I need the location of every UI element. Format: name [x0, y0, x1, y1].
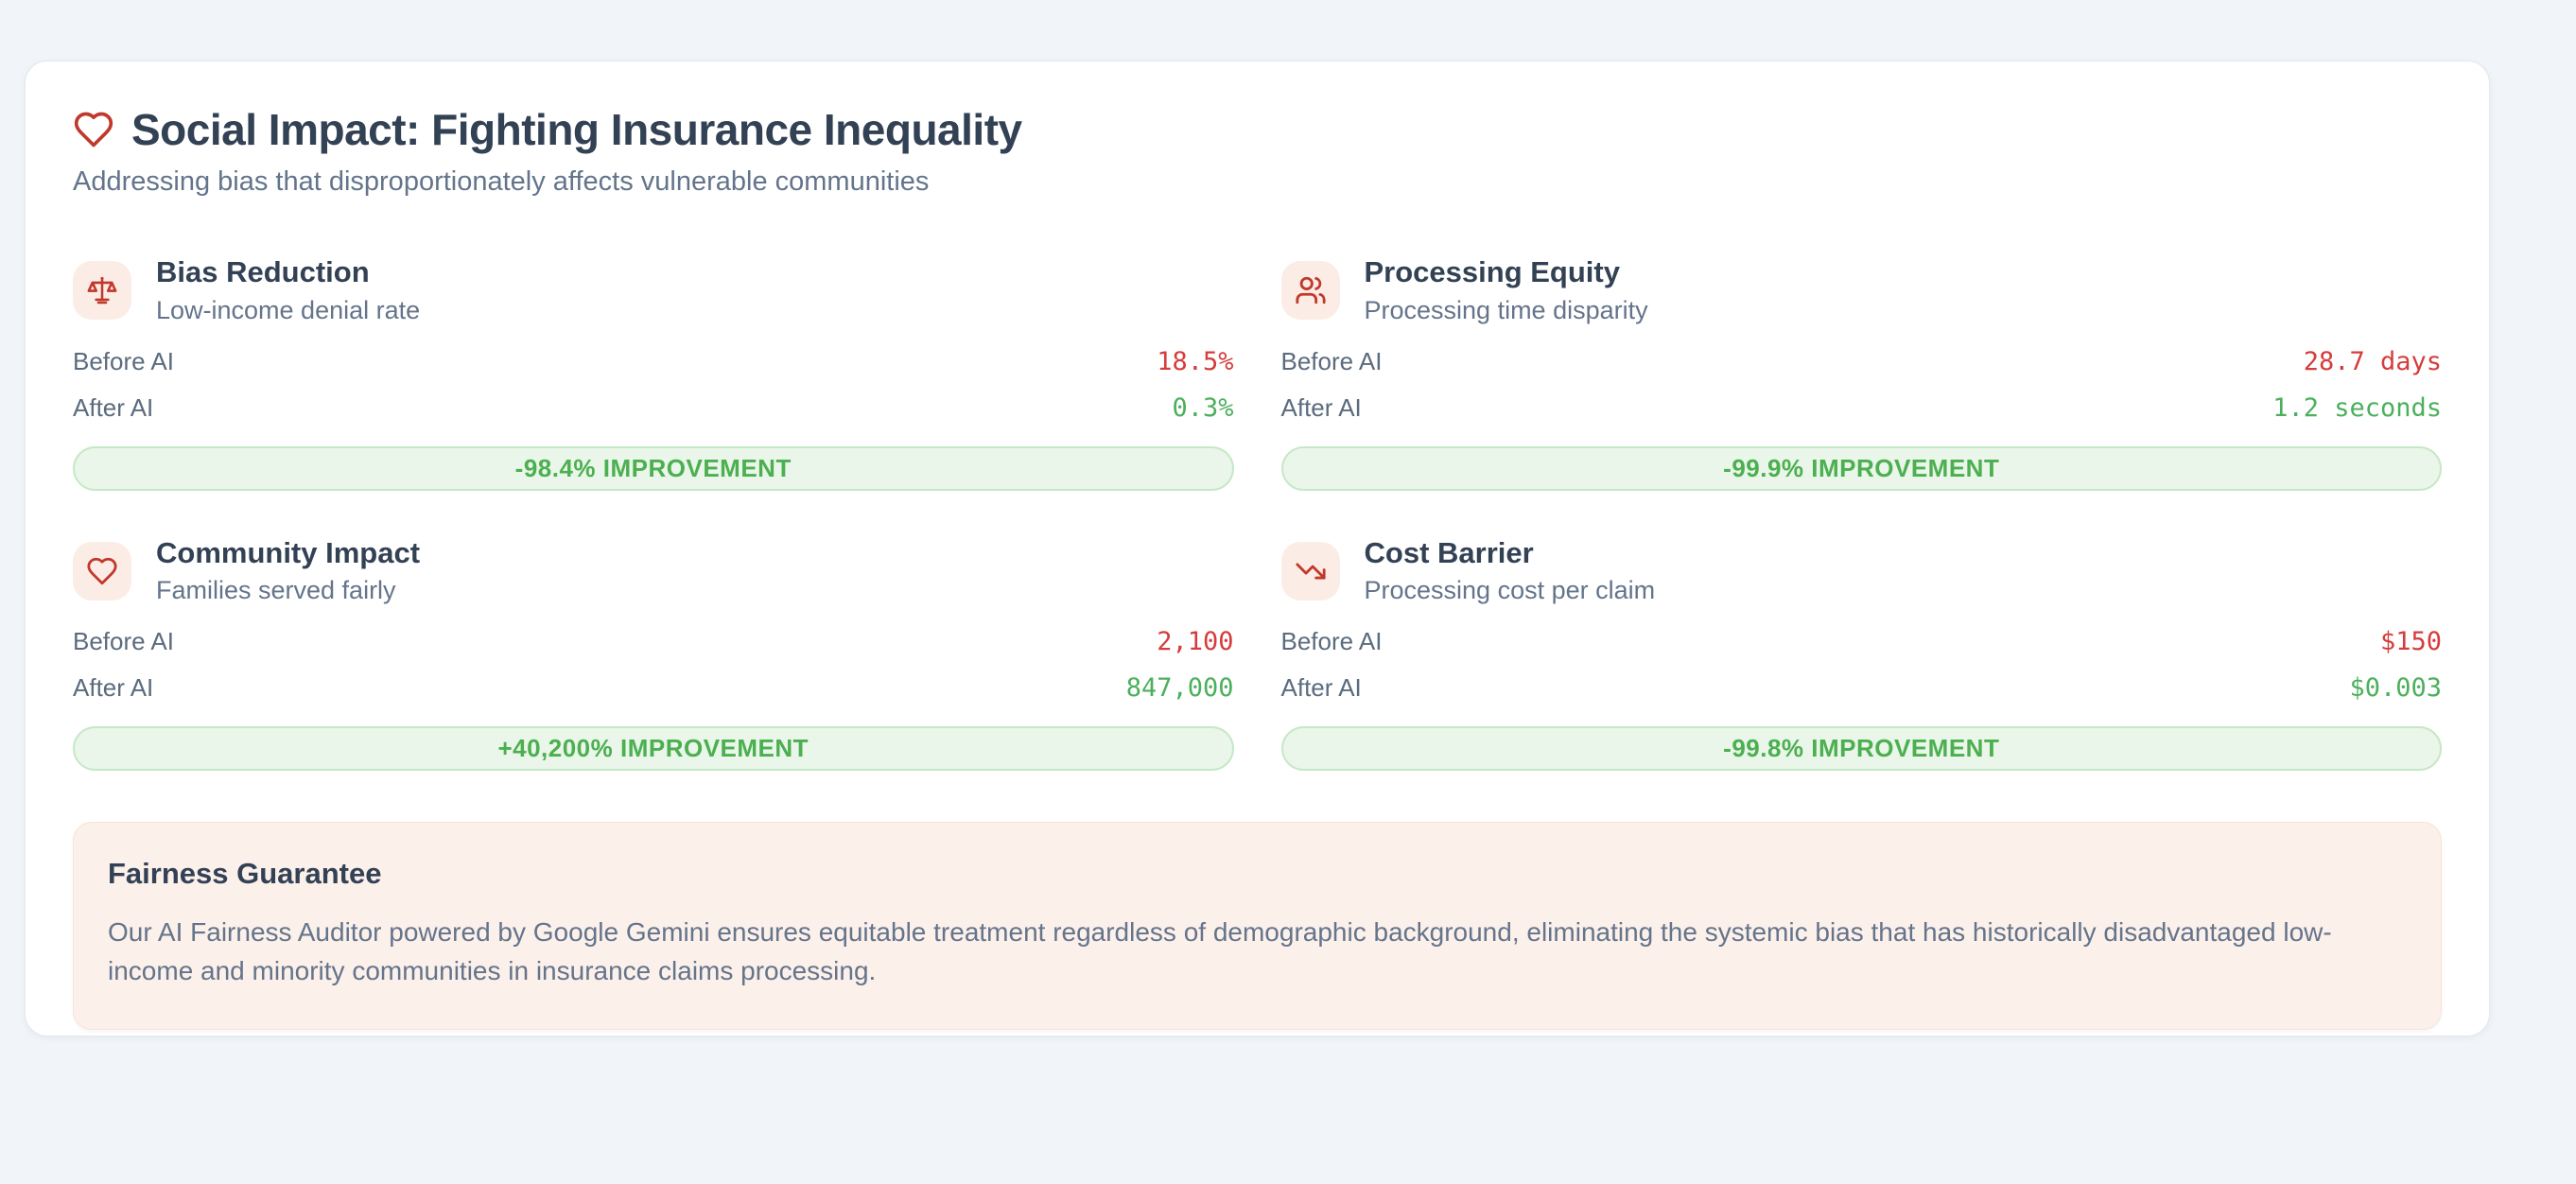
after-ai-value: 847,000	[1125, 673, 1234, 704]
before-ai-label: Before AI	[1280, 627, 1383, 656]
users-icon	[1280, 260, 1340, 320]
metric-title: Bias Reduction	[156, 255, 370, 289]
metric-rows: Before AI 2,100 After AI 847,000	[73, 618, 1234, 711]
before-ai-label: Before AI	[73, 346, 174, 375]
metric-card-bias-reduction: Bias Reduction Low-income denial rate Be…	[73, 255, 1234, 491]
after-ai-label: After AI	[1280, 673, 1362, 703]
metric-subtitle: Processing time disparity	[1364, 295, 1648, 324]
after-ai-label: After AI	[73, 392, 154, 422]
before-ai-value: 18.5%	[1157, 346, 1234, 376]
metric-header: Processing Equity Processing time dispar…	[1280, 255, 2443, 325]
social-impact-panel: Social Impact: Fighting Insurance Inequa…	[25, 61, 2490, 1036]
after-ai-value: 1.2 seconds	[2272, 392, 2442, 423]
before-ai-row: Before AI 28.7 days	[1281, 339, 2443, 385]
improvement-badge: -99.8% IMPROVEMENT	[1280, 726, 2442, 772]
metric-title: Processing Equity	[1364, 255, 1620, 289]
metric-rows: Before AI 28.7 days After AI 1.2 seconds	[1281, 339, 2443, 431]
metric-subtitle: Low-income denial rate	[156, 295, 421, 324]
before-ai-value: $150	[2379, 627, 2442, 657]
metric-card-cost-barrier: Cost Barrier Processing cost per claim B…	[1280, 536, 2443, 772]
improvement-badge: +40,200% IMPROVEMENT	[73, 726, 1234, 772]
metric-rows: Before AI $150 After AI $0.003	[1281, 618, 2443, 711]
heart-icon	[73, 541, 131, 601]
panel-header: Social Impact: Fighting Insurance Inequa…	[73, 107, 2442, 152]
heart-icon	[74, 112, 113, 148]
metric-header: Cost Barrier Processing cost per claim	[1280, 536, 2443, 606]
metric-title: Community Impact	[156, 535, 421, 569]
metric-header: Bias Reduction Low-income denial rate	[73, 255, 1234, 325]
metric-header-text: Cost Barrier Processing cost per claim	[1365, 536, 1656, 606]
metric-card-community-impact: Community Impact Families served fairly …	[73, 536, 1234, 772]
metric-card-processing-equity: Processing Equity Processing time dispar…	[1280, 255, 2443, 491]
before-ai-label: Before AI	[1280, 346, 1383, 375]
after-ai-label: After AI	[73, 673, 154, 703]
fairness-guarantee-title: Fairness Guarantee	[108, 857, 382, 891]
after-ai-value: $0.003	[2349, 673, 2442, 704]
before-ai-row: Before AI 18.5%	[73, 339, 1234, 385]
trending-down-icon	[1280, 541, 1340, 601]
metric-title: Cost Barrier	[1364, 535, 1534, 569]
improvement-badge: -99.9% IMPROVEMENT	[1280, 445, 2442, 491]
after-ai-label: After AI	[1280, 392, 1362, 422]
metric-header-text: Bias Reduction Low-income denial rate	[156, 255, 420, 325]
after-ai-row: After AI $0.003	[1281, 665, 2443, 711]
page-subtitle: Addressing bias that disproportionately …	[73, 166, 930, 198]
improvement-badge: -98.4% IMPROVEMENT	[73, 445, 1234, 491]
scale-icon	[73, 260, 131, 320]
fairness-guarantee-box: Fairness Guarantee Our AI Fairness Audit…	[73, 822, 2442, 1030]
metric-subtitle: Families served fairly	[156, 576, 396, 605]
metric-rows: Before AI 18.5% After AI 0.3%	[73, 339, 1234, 431]
before-ai-value: 28.7 days	[2303, 346, 2442, 376]
after-ai-value: 0.3%	[1172, 392, 1234, 423]
metric-header-text: Community Impact Families served fairly	[156, 536, 420, 606]
metric-header: Community Impact Families served fairly	[73, 536, 1234, 606]
metric-header-text: Processing Equity Processing time dispar…	[1365, 255, 1648, 325]
metrics-grid: Bias Reduction Low-income denial rate Be…	[73, 255, 2443, 772]
page-title: Social Impact: Fighting Insurance Inequa…	[131, 105, 1022, 154]
before-ai-row: Before AI 2,100	[73, 618, 1234, 665]
before-ai-label: Before AI	[73, 627, 174, 656]
after-ai-row: After AI 847,000	[73, 665, 1234, 711]
before-ai-value: 2,100	[1157, 627, 1234, 657]
after-ai-row: After AI 1.2 seconds	[1281, 385, 2443, 431]
fairness-guarantee-body: Our AI Fairness Auditor powered by Googl…	[108, 917, 2332, 986]
before-ai-row: Before AI $150	[1281, 618, 2443, 665]
metric-subtitle: Processing cost per claim	[1364, 576, 1656, 605]
after-ai-row: After AI 0.3%	[73, 385, 1234, 431]
